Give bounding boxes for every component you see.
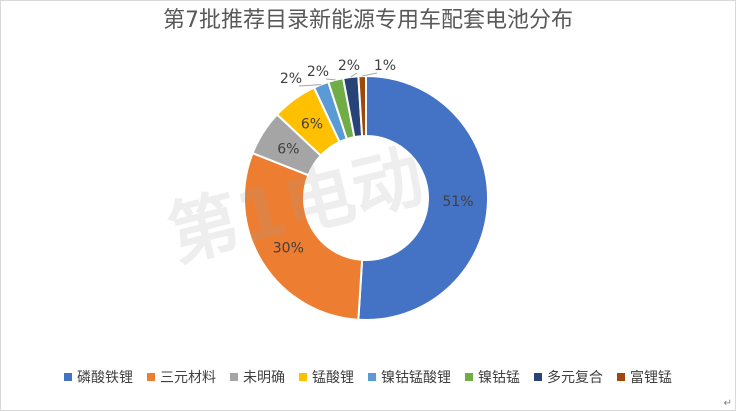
chart-title: 第7批推荐目录新能源专用车配套电池分布	[163, 8, 573, 33]
legend-swatch-3	[230, 373, 238, 381]
leader-line-5	[298, 84, 322, 87]
data-label-8: 1%	[374, 58, 396, 74]
legend-label-8: 富锂锰	[630, 370, 672, 386]
corner-mark: ↵	[723, 398, 732, 409]
legend-item-1: 磷酸铁锂	[64, 367, 133, 387]
leader-line-7	[350, 72, 358, 78]
data-label-2: 30%	[273, 240, 304, 256]
legend-label-5: 镍钴锰酸锂	[381, 370, 451, 386]
legend-label-7: 多元复合	[547, 370, 603, 386]
legend-swatch-6	[465, 373, 473, 381]
legend-item-6: 镍钴锰	[465, 367, 520, 387]
legend-swatch-1	[64, 373, 72, 381]
legend-item-2: 三元材料	[147, 367, 216, 387]
legend-swatch-5	[368, 373, 376, 381]
slice-1	[357, 74, 490, 321]
legend-item-8: 富锂锰	[617, 367, 672, 387]
chart-legend: 磷酸铁锂 三元材料 未明确 锰酸锂 镍钴锰酸锂 镍钴锰 多元复合 富锂锰	[0, 367, 736, 387]
slice-2	[243, 151, 364, 321]
data-label-6: 2%	[307, 64, 329, 80]
legend-swatch-7	[534, 373, 542, 381]
legend-label-6: 镍钴锰	[478, 370, 520, 386]
data-label-7: 2%	[338, 58, 360, 74]
data-label-5: 2%	[280, 71, 302, 87]
leader-line-8	[362, 72, 378, 77]
legend-label-1: 磷酸铁锂	[77, 370, 133, 386]
leader-line-6	[325, 78, 336, 81]
data-label-1: 51%	[442, 194, 473, 210]
data-label-3: 6%	[277, 142, 299, 158]
legend-swatch-4	[299, 373, 307, 381]
slice-8	[357, 74, 367, 138]
legend-item-3: 未明确	[230, 367, 285, 387]
legend-label-2: 三元材料	[160, 370, 216, 386]
legend-label-4: 锰酸锂	[312, 370, 354, 386]
legend-item-4: 锰酸锂	[299, 367, 354, 387]
legend-label-3: 未明确	[243, 370, 285, 386]
legend-swatch-8	[617, 373, 625, 381]
legend-item-5: 镍钴锰酸锂	[368, 367, 451, 387]
data-label-4: 6%	[301, 117, 323, 133]
legend-item-7: 多元复合	[534, 367, 603, 387]
legend-swatch-2	[147, 373, 155, 381]
